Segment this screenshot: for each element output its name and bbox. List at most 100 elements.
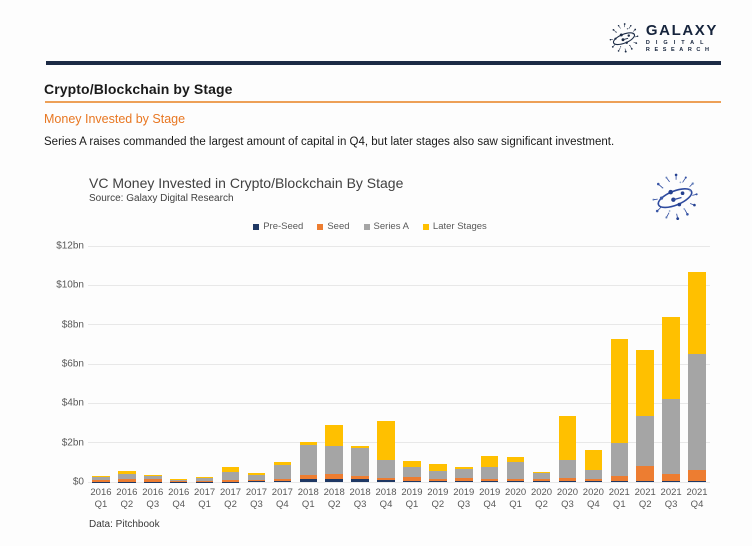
bar-2018-q4 [377,420,395,482]
bar-2018-q2 [325,425,343,482]
legend-swatch [253,223,260,230]
y-axis-tick-label: $2bn [61,437,84,449]
bar-segment-seed [144,479,162,482]
bar-segment-seed [377,477,395,481]
legend-swatch [317,223,324,230]
bar-segment-series-a [299,445,318,475]
y-axis-tick-label: $0 [72,476,84,488]
gridline [88,284,710,286]
chart-plot-area: $0 $2bn $4bn $6bn $8bn $10bn $12bn 2016 Q1 2016 Q2… [56,241,710,510]
bar-segment-series-a [377,460,395,478]
bar-segment-later-stages [636,349,654,417]
galaxy-digital-research-logo: GALAXY DIGITAL RESEARCH [607,21,718,55]
bar-segment-seed [195,480,214,482]
x-axis-tick-label: 2021 Q1 [608,487,630,510]
y-axis-tick-label: $6bn [61,358,84,370]
bar-2021-q1 [610,339,629,482]
bar-segment-seed [273,479,292,482]
x-axis-tick-label: 2020 Q1 [505,487,527,510]
bar-2020-q4 [584,449,603,482]
bar-segment-seed [169,480,188,482]
bar-2017-q3 [247,472,266,482]
bar-2016-q2 [118,471,136,482]
x-axis-tick-label: 2016 Q2 [116,487,138,510]
bar-2018-q3 [351,446,369,482]
bar-2020-q1 [506,457,525,482]
x-axis-tick-label: 2018 Q4 [375,487,397,510]
bar-segment-later-stages [377,420,395,461]
bar-segment-pre-seed [247,481,266,482]
legend-label: Later Stages [432,221,487,232]
bar-2019-q3 [455,466,473,482]
bar-segment-seed [558,477,577,482]
gridline [88,363,710,365]
logo-sub-digital: DIGITAL [645,39,710,46]
bar-segment-seed [636,465,654,481]
bar-segment-series-a [247,474,266,480]
bar-2019-q4 [480,455,499,482]
gridline [88,442,710,444]
y-axis-tick-label: $4bn [61,397,84,409]
bar-segment-later-stages [221,466,240,473]
bar-segment-seed [351,475,369,480]
bar-segment-later-stages [351,446,369,449]
bar-segment-later-stages [558,416,577,460]
bar-segment-seed [429,478,447,482]
bar-segment-pre-seed [662,481,680,482]
bar-2019-q2 [429,463,447,482]
gridline [88,245,710,247]
bar-segment-series-a [92,476,110,480]
x-axis-tick-label: 2016 Q4 [168,487,190,510]
bar-segment-seed [584,479,603,482]
x-axis-tick-label: 2019 Q4 [479,487,501,510]
bar-2020-q3 [558,416,577,482]
bar-segment-pre-seed [429,481,447,482]
bar-segment-later-stages [610,339,629,443]
bar-segment-later-stages [92,475,110,477]
logo-sub-research: RESEARCH [645,47,714,53]
bar-2019-q1 [403,460,421,482]
x-axis-tick-label: 2016 Q3 [142,487,164,510]
summary-text: Series A raises commanded the largest am… [44,136,615,148]
bar-segment-seed [247,479,266,482]
gridline [88,481,710,483]
bar-segment-later-stages [662,317,680,400]
x-axis-tick-label: 2021 Q4 [686,487,708,510]
bar-segment-pre-seed [532,481,551,482]
x-axis-tick-label: 2017 Q3 [245,487,268,510]
bar-segment-series-a [455,469,473,479]
galaxy-constellation-icon [609,23,639,53]
bar-segment-pre-seed [480,481,499,482]
x-axis-tick-label: 2021 Q3 [660,487,682,510]
bar-2018-q1 [299,441,318,482]
bar-segment-later-stages [144,474,162,476]
bar-segment-seed [403,476,421,482]
bar-2016-q4 [169,479,188,482]
legend-item: Seed [317,221,350,232]
bar-segment-series-a [144,475,162,480]
bar-2020-q2 [532,471,551,482]
bar-segment-series-a [403,466,421,477]
bar-segment-later-stages [195,477,214,479]
bar-segment-series-a [118,473,136,479]
bar-segment-pre-seed [455,481,473,482]
bar-segment-series-a [688,354,706,471]
bar-segment-series-a [558,460,577,478]
bar-segment-seed [662,473,680,482]
gridline [88,402,710,404]
galaxy-chart-watermark-icon [652,173,698,221]
legend-item: Series A [363,221,409,232]
bar-2017-q2 [221,466,240,482]
legend-swatch [363,223,370,230]
bar-segment-later-stages [118,471,136,474]
bar-segment-seed [480,478,499,482]
bar-segment-pre-seed [299,479,318,482]
section-subtitle: Money Invested by Stage [44,112,186,126]
bar-segment-series-a [532,472,551,480]
bar-segment-later-stages [273,462,292,466]
x-axis-tick-label: 2020 Q4 [582,487,604,510]
y-axis-tick-label: $10bn [56,279,84,291]
bar-segment-later-stages [480,455,499,468]
bar-2016-q1 [92,475,110,482]
bar-segment-later-stages [455,466,473,470]
